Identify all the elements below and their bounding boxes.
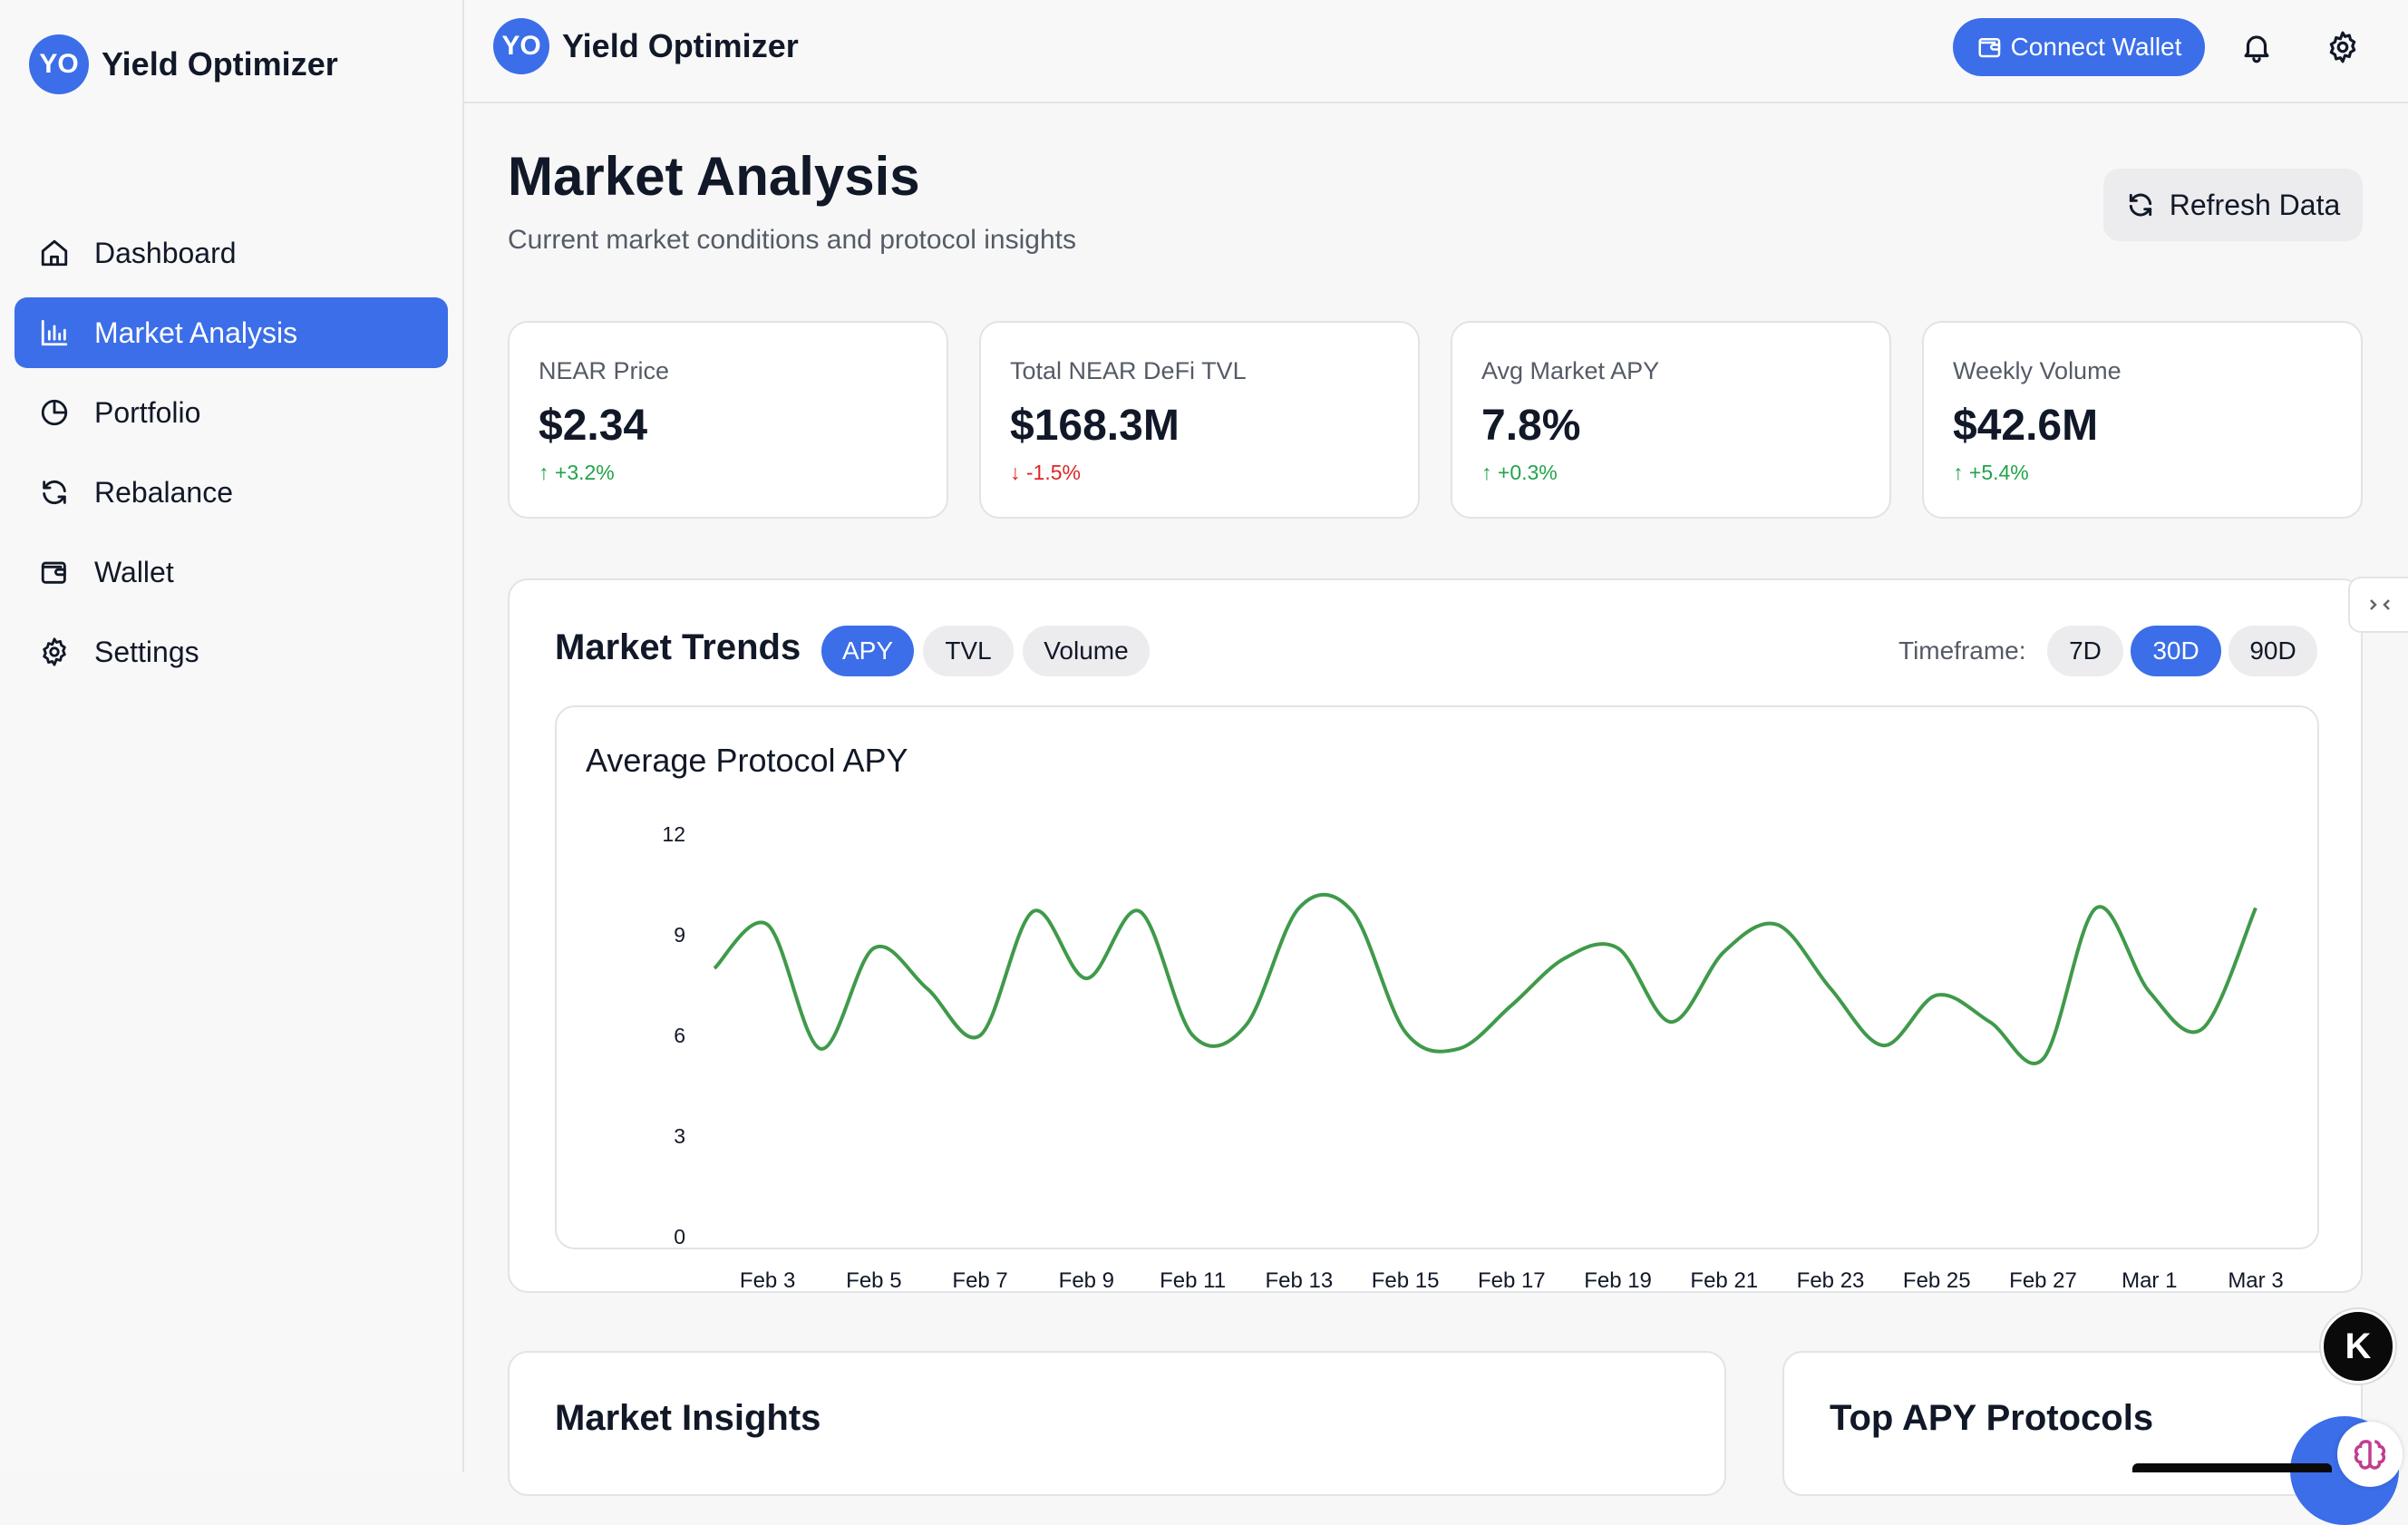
x-tick-label: Feb 7 — [952, 1268, 1007, 1293]
stat-value: 7.8% — [1481, 402, 1581, 450]
pie-chart-icon — [38, 396, 71, 429]
sidebar-item-portfolio[interactable]: Portfolio — [15, 377, 448, 448]
connect-wallet-button[interactable]: Connect Wallet — [1953, 18, 2205, 76]
x-tick-label: Mar 3 — [2228, 1268, 2283, 1293]
timeframe-7d[interactable]: 7D — [2047, 626, 2123, 676]
stat-change: ↑ +0.3% — [1481, 461, 1558, 484]
timeframe-30d[interactable]: 30D — [2131, 626, 2221, 676]
stat-value: $42.6M — [1953, 402, 2099, 450]
brain-assistant-button[interactable] — [2337, 1422, 2403, 1487]
apy-series-line — [713, 892, 2258, 1065]
sidebar-item-label: Market Analysis — [94, 316, 298, 349]
refresh-icon — [38, 476, 71, 509]
page-subtitle: Current market conditions and protocol i… — [508, 225, 1076, 255]
brand-name: Yield Optimizer — [562, 27, 799, 64]
sidebar-item-rebalance[interactable]: Rebalance — [15, 457, 448, 528]
apy-line-chart: 0 3 6 9 12 Feb 3 Feb 5 Feb 7 Feb 9 Feb 11 Feb 13 Fe… — [662, 822, 2283, 1293]
topbar: YO Yield Optimizer Connect Wallet — [464, 0, 2408, 103]
wallet-icon — [1978, 38, 2000, 58]
brand-logo: YO — [29, 34, 89, 94]
bottom-dark-bar — [2132, 1463, 2332, 1472]
x-tick-label: Feb 11 — [1160, 1268, 1226, 1293]
side-panel-toggle[interactable] — [2348, 577, 2408, 633]
collapse-arrows-icon — [2370, 599, 2390, 610]
x-tick-label: Feb 27 — [2009, 1268, 2077, 1293]
refresh-icon — [2129, 193, 2151, 217]
timeframe-90d[interactable]: 90D — [2228, 626, 2317, 676]
gear-icon — [38, 636, 71, 668]
sidebar-nav: Dashboard Market Analysis Portfolio Reba… — [15, 218, 448, 696]
stat-label: Total NEAR DeFi TVL — [1010, 357, 1247, 384]
x-tick-label: Feb 5 — [846, 1268, 901, 1293]
y-tick-label: 3 — [674, 1124, 685, 1148]
x-tick-label: Mar 1 — [2122, 1268, 2177, 1293]
sidebar-item-label: Settings — [94, 635, 199, 668]
market-trends-card: Market Trends APY TVL Volume Timeframe: … — [508, 578, 2363, 1293]
sidebar-brand[interactable]: YO Yield Optimizer — [29, 34, 338, 94]
sidebar-item-market-analysis[interactable]: Market Analysis — [15, 297, 448, 368]
bar-chart-icon — [38, 316, 71, 349]
stat-change: ↓ -1.5% — [1010, 461, 1081, 484]
refresh-data-label: Refresh Data — [2169, 188, 2341, 221]
apy-chart-container: Average Protocol APY 0 3 6 9 12 Feb 3 Feb 5 Feb… — [555, 705, 2319, 1293]
k-assistant-button[interactable]: K — [2321, 1309, 2395, 1384]
sidebar-item-wallet[interactable]: Wallet — [15, 537, 448, 607]
connect-wallet-label: Connect Wallet — [2010, 33, 2182, 61]
brand-name: Yield Optimizer — [102, 45, 338, 83]
top-apy-protocols-title: Top APY Protocols — [1830, 1398, 2154, 1438]
tab-volume[interactable]: Volume — [1023, 626, 1150, 676]
stat-value: $2.34 — [539, 402, 648, 450]
x-tick-label: Feb 3 — [740, 1268, 795, 1293]
home-icon — [38, 237, 71, 269]
topbar-brand[interactable]: YO Yield Optimizer — [493, 18, 799, 74]
sidebar-item-label: Wallet — [94, 555, 174, 588]
sidebar-item-settings[interactable]: Settings — [15, 617, 448, 687]
market-insights-card: Market Insights — [508, 1351, 1726, 1496]
market-insights-title: Market Insights — [555, 1398, 821, 1438]
x-tick-label: Feb 25 — [1903, 1268, 1971, 1293]
tab-apy[interactable]: APY — [821, 626, 914, 676]
gear-icon[interactable] — [2323, 27, 2363, 67]
stat-card-avg-apy: Avg Market APY 7.8% ↑ +0.3% — [1451, 321, 1891, 519]
sidebar-item-dashboard[interactable]: Dashboard — [15, 218, 448, 288]
stat-change: ↑ +3.2% — [539, 461, 615, 484]
y-tick-label: 12 — [662, 822, 685, 846]
brain-icon — [2354, 1440, 2386, 1470]
brand-logo: YO — [493, 18, 549, 74]
stat-card-near-price: NEAR Price $2.34 ↑ +3.2% — [508, 321, 948, 519]
x-tick-label: Feb 19 — [1584, 1268, 1652, 1293]
x-tick-label: Feb 21 — [1690, 1268, 1758, 1293]
stat-change: ↑ +5.4% — [1953, 461, 2029, 484]
x-tick-label: Feb 9 — [1059, 1268, 1114, 1293]
x-tick-label: Feb 23 — [1797, 1268, 1865, 1293]
sidebar: YO Yield Optimizer Dashboard Market Anal… — [0, 0, 464, 1472]
market-trends-title: Market Trends — [555, 627, 801, 667]
stat-label: Weekly Volume — [1953, 357, 2122, 384]
page-title: Market Analysis — [508, 146, 920, 207]
wallet-icon — [38, 556, 71, 588]
x-tick-label: Feb 13 — [1265, 1268, 1333, 1293]
chart-title: Average Protocol APY — [586, 742, 908, 779]
x-tick-label: Feb 15 — [1372, 1268, 1440, 1293]
sidebar-item-label: Dashboard — [94, 236, 237, 269]
sidebar-item-label: Portfolio — [94, 395, 201, 429]
x-tick-label: Feb 17 — [1478, 1268, 1546, 1293]
stat-card-weekly-volume: Weekly Volume $42.6M ↑ +5.4% — [1922, 321, 2363, 519]
tab-tvl[interactable]: TVL — [923, 626, 1014, 676]
stat-label: NEAR Price — [539, 357, 670, 384]
y-tick-label: 0 — [674, 1225, 685, 1248]
stat-card-total-tvl: Total NEAR DeFi TVL $168.3M ↓ -1.5% — [979, 321, 1420, 519]
stat-label: Avg Market APY — [1481, 357, 1660, 384]
top-apy-protocols-card: Top APY Protocols — [1782, 1351, 2363, 1496]
y-tick-label: 9 — [674, 923, 685, 947]
bell-icon[interactable] — [2237, 27, 2277, 67]
y-tick-label: 6 — [674, 1024, 685, 1047]
refresh-data-button[interactable]: Refresh Data — [2103, 169, 2363, 241]
sidebar-item-label: Rebalance — [94, 475, 233, 509]
timeframe-label: Timeframe: — [1898, 636, 2026, 665]
stat-value: $168.3M — [1010, 402, 1180, 450]
